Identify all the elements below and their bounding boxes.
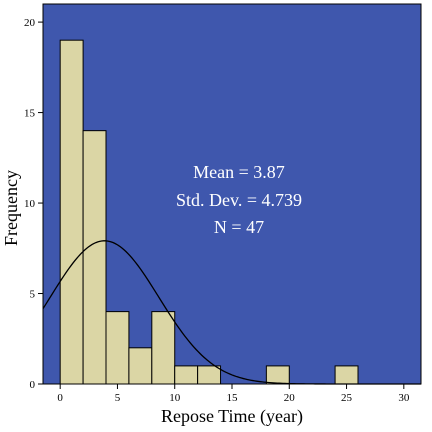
y-tick-label: 0 (30, 379, 36, 391)
histogram-bar (197, 365, 222, 385)
histogram-bar (105, 311, 130, 385)
y-axis: 0 5 10 15 20 (24, 17, 43, 391)
histogram-bar (334, 365, 359, 385)
histogram-bar (82, 130, 107, 385)
x-tick-label: 25 (341, 392, 353, 404)
x-tick-label: 10 (169, 392, 181, 404)
x-axis-label: Repose Time (year) (161, 406, 303, 427)
stats-mean: Mean = 3.87 (193, 162, 285, 182)
y-tick-label: 20 (24, 17, 36, 29)
y-tick-label: 15 (24, 108, 36, 120)
x-tick-label: 30 (398, 392, 410, 404)
stats-box: Mean = 3.87 Std. Dev. = 4.739 N = 47 (176, 162, 302, 237)
bars-layer (59, 39, 359, 385)
x-tick-label: 15 (227, 392, 239, 404)
histogram-bar (174, 365, 199, 385)
histogram-bar (265, 365, 290, 385)
x-axis: 0 5 10 15 20 25 30 (57, 384, 410, 404)
x-tick-label: 0 (57, 392, 63, 404)
y-tick-label: 5 (30, 289, 36, 301)
histogram-bar (128, 347, 153, 385)
y-tick-label: 10 (24, 198, 36, 210)
histogram-bar (151, 311, 176, 385)
stats-n: N = 47 (214, 217, 264, 237)
x-tick-label: 5 (115, 392, 121, 404)
x-tick-label: 20 (284, 392, 296, 404)
stats-std-dev: Std. Dev. = 4.739 (176, 190, 302, 210)
histogram-bar (59, 39, 84, 385)
y-axis-label: Frequency (1, 170, 21, 246)
